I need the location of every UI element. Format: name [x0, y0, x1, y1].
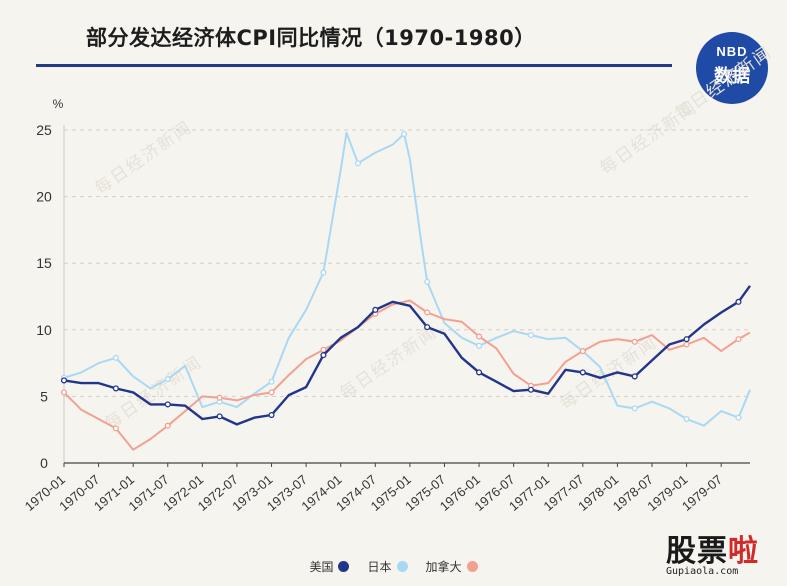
series-line-ca — [63, 299, 751, 451]
title-divider — [36, 64, 672, 67]
legend-swatch-jp — [396, 560, 408, 572]
legend-item-us: 美国 — [309, 556, 350, 576]
y-tick-label: 0 — [40, 455, 48, 471]
data-point-ca — [579, 348, 586, 355]
data-point-jp — [164, 376, 171, 383]
y-tick-label: 10 — [36, 322, 52, 338]
legend-item-ca: 加拿大 — [426, 556, 478, 576]
data-point-jp — [268, 378, 275, 385]
data-point-ca — [424, 309, 431, 316]
gupiaola-watermark-logo: 股票啦 Gupiaola.com — [666, 526, 784, 584]
series-line-us — [63, 285, 751, 426]
data-point-jp — [424, 278, 431, 285]
data-point-ca — [112, 425, 119, 432]
data-point-ca — [268, 389, 275, 396]
watermark-text: 每日经济新闻 — [101, 352, 206, 434]
data-point-us — [424, 324, 431, 331]
data-point-jp — [354, 160, 362, 167]
data-point-jp — [476, 342, 483, 349]
data-point-us — [320, 352, 327, 359]
data-point-us — [164, 401, 171, 408]
data-point-us — [476, 369, 483, 376]
data-point-jp — [527, 332, 534, 339]
y-axis-unit: % — [53, 97, 64, 111]
data-point-us — [268, 411, 275, 419]
brand-accent: 啦 — [728, 534, 759, 569]
y-tick-label: 15 — [36, 255, 52, 271]
chart-legend: 美国 日本 加拿大 — [0, 556, 787, 576]
data-point-us — [60, 377, 68, 384]
data-point-jp — [320, 269, 327, 276]
legend-label-jp: 日本 — [367, 559, 392, 574]
data-point-jp — [112, 354, 119, 361]
nbd-logo: NBD 数据 — [696, 32, 768, 104]
data-point-us — [631, 373, 638, 380]
data-point-ca — [735, 336, 742, 343]
data-point-jp — [401, 130, 408, 138]
data-point-ca — [476, 333, 483, 340]
data-point-ca — [216, 394, 223, 401]
watermark-text: 每日经济新闻 — [556, 332, 661, 414]
brand-main: 股票 — [666, 534, 728, 569]
data-point-ca — [60, 389, 68, 396]
data-point-us — [112, 385, 119, 392]
legend-swatch-us — [338, 560, 350, 572]
data-point-us — [579, 369, 586, 376]
data-point-jp — [631, 405, 638, 412]
y-tick-label: 20 — [36, 189, 52, 205]
y-tick-label: 5 — [40, 388, 48, 404]
watermark-text: 每日经济新闻 — [336, 322, 441, 404]
data-point-jp — [735, 414, 742, 421]
y-tick-label: 25 — [36, 122, 52, 138]
data-point-us — [683, 336, 690, 343]
legend-label-ca: 加拿大 — [425, 559, 462, 574]
data-point-us — [527, 386, 534, 393]
legend-item-jp: 日本 — [367, 556, 408, 576]
data-point-ca — [320, 346, 327, 353]
data-point-ca — [164, 422, 171, 429]
data-point-us — [735, 298, 742, 305]
nbd-logo-text: NBD — [716, 44, 748, 59]
data-point-ca — [631, 338, 638, 345]
page-title: 部分发达经济体CPI同比情况（1970-1980） — [86, 26, 536, 50]
brand-url: Gupiaola.com — [666, 566, 739, 577]
data-point-ca — [683, 341, 690, 348]
watermark-text: 每日经济新闻 — [671, 42, 776, 124]
legend-swatch-ca — [466, 560, 478, 572]
data-point-us — [372, 306, 379, 313]
legend-label-us: 美国 — [309, 559, 334, 574]
data-point-jp — [683, 415, 690, 423]
data-point-us — [216, 413, 223, 420]
nbd-logo-subtext: 数据 — [714, 66, 750, 87]
